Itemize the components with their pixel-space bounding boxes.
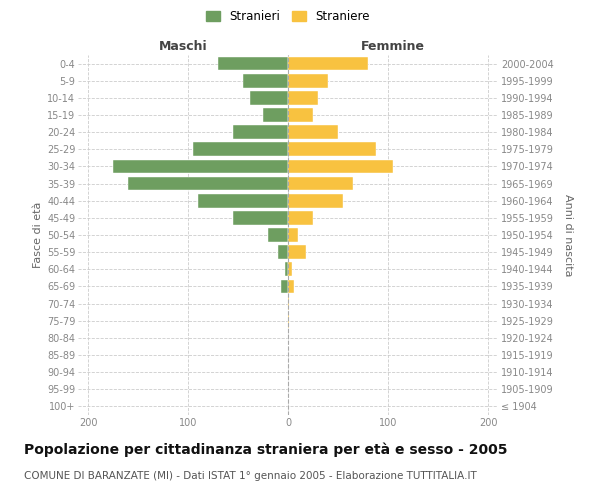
Bar [218, 56, 288, 70]
Bar [288, 314, 289, 328]
Bar [288, 142, 376, 156]
Bar [128, 176, 288, 190]
Bar [198, 194, 288, 207]
Bar [288, 176, 353, 190]
Text: Femmine: Femmine [361, 40, 425, 52]
Bar [243, 74, 288, 88]
Bar [288, 228, 298, 242]
Text: COMUNE DI BARANZATE (MI) - Dati ISTAT 1° gennaio 2005 - Elaborazione TUTTITALIA.: COMUNE DI BARANZATE (MI) - Dati ISTAT 1°… [24, 471, 477, 481]
Bar [288, 108, 313, 122]
Bar [281, 280, 288, 293]
Y-axis label: Anni di nascita: Anni di nascita [563, 194, 573, 276]
Bar [288, 74, 328, 88]
Bar [288, 262, 292, 276]
Text: Maschi: Maschi [158, 40, 208, 52]
Bar [288, 56, 368, 70]
Bar [278, 246, 288, 259]
Bar [113, 160, 288, 173]
Bar [288, 211, 313, 224]
Y-axis label: Fasce di età: Fasce di età [32, 202, 43, 268]
Bar [288, 126, 338, 139]
Bar [288, 91, 318, 104]
Bar [288, 160, 393, 173]
Bar [250, 91, 288, 104]
Bar [263, 108, 288, 122]
Bar [288, 280, 294, 293]
Bar [285, 262, 288, 276]
Bar [288, 246, 306, 259]
Bar [193, 142, 288, 156]
Legend: Stranieri, Straniere: Stranieri, Straniere [201, 5, 375, 28]
Bar [288, 296, 289, 310]
Bar [233, 211, 288, 224]
Bar [268, 228, 288, 242]
Bar [233, 126, 288, 139]
Text: Popolazione per cittadinanza straniera per età e sesso - 2005: Popolazione per cittadinanza straniera p… [24, 442, 508, 457]
Bar [288, 194, 343, 207]
